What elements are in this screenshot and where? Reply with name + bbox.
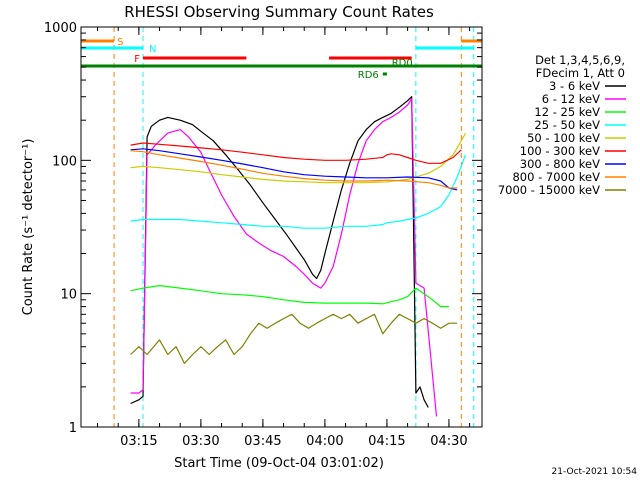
plot-frame [80, 26, 483, 428]
x-axis: 03:15 03:30 03:45 04:00 04:15 04:30 [97, 27, 471, 449]
flag-label-s: S [117, 37, 123, 48]
legend-header-1: FDecim 1, Att 0 [536, 66, 625, 80]
series-line-0 [130, 96, 429, 408]
flag-label-n: N [149, 44, 156, 55]
legend-label-7: 800 - 7000 keV [512, 170, 600, 184]
x-tick-label-4: 04:15 [368, 434, 405, 449]
legend-label-0: 3 - 6 keV [549, 79, 600, 93]
legend-label-3: 25 - 50 keV [534, 118, 600, 132]
plot-area: S NF RD0 RD6 [81, 27, 482, 427]
y-tick-label-0: 1 [69, 421, 77, 436]
y-axis-label: Count Rate (s⁻¹ detector⁻¹) [21, 139, 36, 316]
y-axis: 1 10 100 1000 [44, 21, 482, 436]
legend-label-4: 50 - 100 keV [527, 131, 600, 145]
flag-label-rd6: RD6 [358, 70, 379, 81]
series-line-1 [130, 98, 438, 417]
series-line-2 [130, 285, 449, 308]
legend-label-1: 6 - 12 keV [542, 92, 600, 106]
y-tick-label-2: 100 [52, 154, 77, 169]
x-tick-label-3: 04:00 [306, 434, 343, 449]
legend-header-0: Det 1,3,4,5,6,9, [535, 53, 625, 67]
series-line-3 [130, 154, 467, 229]
flag-label-rd0: RD0 [392, 58, 413, 69]
legend-label-2: 12 - 25 keV [534, 105, 600, 119]
series-line-7 [130, 150, 458, 189]
legend-label-5: 100 - 300 keV [520, 144, 600, 158]
x-axis-label: Start Time (09-Oct-04 03:01:02) [174, 456, 384, 471]
y-tick-label-3: 1000 [44, 21, 77, 36]
legend-label-6: 300 - 800 keV [520, 157, 600, 171]
legend: Det 1,3,4,5,6,9,FDecim 1, Att 03 - 6 keV… [498, 53, 626, 197]
x-tick-label-0: 03:15 [120, 434, 157, 449]
x-tick-label-1: 03:30 [182, 434, 219, 449]
x-tick-label-5: 04:30 [430, 434, 467, 449]
series-line-5 [130, 142, 462, 164]
legend-label-8: 7000 - 15000 keV [498, 183, 600, 197]
series-line-6 [130, 148, 458, 191]
series-line-8 [130, 313, 458, 364]
y-tick-label-1: 10 [60, 288, 77, 303]
flag-label-f: F [134, 54, 140, 65]
x-tick-label-2: 03:45 [244, 434, 281, 449]
footer-date: 21-Oct-2021 10:54 [552, 467, 638, 477]
chart-title: RHESSI Observing Summary Count Rates [124, 3, 434, 21]
series-line-4 [130, 132, 467, 184]
